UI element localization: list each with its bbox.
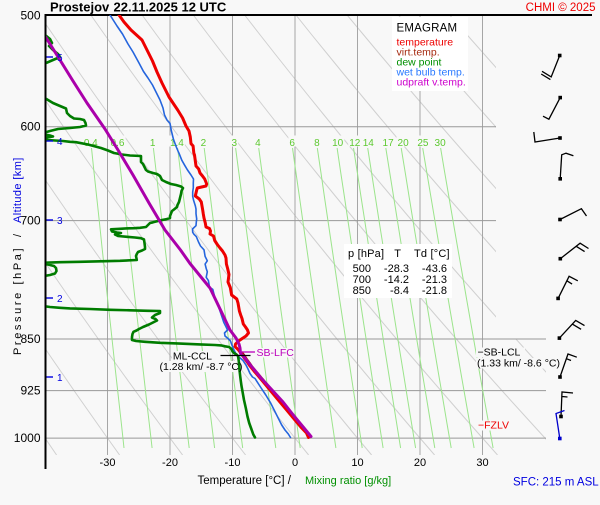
svg-text:udpraft v.temp.: udpraft v.temp. [397, 77, 466, 89]
svg-text:virt.temp.: virt.temp. [397, 47, 440, 59]
svg-text:1.4: 1.4 [170, 138, 184, 149]
svg-text:ML-CCL: ML-CCL [173, 351, 212, 363]
svg-text:700: 700 [353, 274, 371, 286]
svg-text:(1.33 km/ -8.6 °C): (1.33 km/ -8.6 °C) [477, 358, 560, 370]
svg-text:temperature: temperature [397, 37, 454, 49]
svg-text:-28.3: -28.3 [384, 263, 409, 275]
svg-text:12: 12 [349, 138, 361, 149]
svg-text:3: 3 [57, 216, 63, 227]
svg-text:4: 4 [255, 138, 261, 149]
svg-text:p [hPa]: p [hPa] [348, 248, 384, 260]
svg-text:Td [°C]: Td [°C] [414, 248, 450, 260]
svg-text:T: T [394, 248, 401, 260]
svg-text:Temperature [°C] /: Temperature [°C] / [198, 475, 292, 487]
svg-text:-43.6: -43.6 [422, 263, 447, 275]
svg-text:30: 30 [476, 457, 488, 469]
svg-text:700: 700 [20, 214, 40, 228]
svg-text:-8.4: -8.4 [390, 285, 409, 297]
svg-text:22.11.2025 12 UTC: 22.11.2025 12 UTC [114, 0, 227, 15]
svg-text:925: 925 [20, 384, 40, 398]
svg-text:−SB-LCL: −SB-LCL [478, 347, 521, 359]
svg-text:850: 850 [20, 332, 40, 346]
svg-text:Prostejov: Prostejov [50, 0, 110, 15]
svg-text:CHMI © 2025: CHMI © 2025 [526, 2, 596, 14]
svg-text:−FZLV: −FZLV [478, 420, 509, 432]
svg-text:0.6: 0.6 [111, 138, 125, 149]
svg-text:20: 20 [398, 138, 410, 149]
svg-text:2: 2 [201, 138, 207, 149]
svg-text:17: 17 [383, 138, 395, 149]
svg-text:20: 20 [414, 457, 426, 469]
svg-text:5: 5 [57, 53, 63, 64]
svg-text:0: 0 [292, 457, 298, 469]
svg-text:-30: -30 [100, 457, 116, 469]
svg-text:-20: -20 [162, 457, 178, 469]
svg-text:600: 600 [20, 120, 40, 134]
svg-text:500: 500 [20, 9, 40, 23]
svg-text:-21.3: -21.3 [422, 274, 447, 286]
svg-text:EMAGRAM: EMAGRAM [397, 23, 458, 35]
svg-text:0.4: 0.4 [84, 138, 98, 149]
svg-text:10: 10 [351, 457, 363, 469]
svg-text:-14.2: -14.2 [384, 274, 409, 286]
svg-text:SFC: 215 m ASL: SFC: 215 m ASL [513, 477, 599, 489]
svg-text:1000: 1000 [14, 431, 41, 445]
svg-text:1: 1 [57, 373, 63, 384]
svg-text:30: 30 [435, 138, 447, 149]
svg-text:500: 500 [353, 263, 371, 275]
svg-text:2: 2 [57, 294, 63, 305]
svg-text:Pressure [hPa]: Pressure [hPa] [12, 246, 24, 355]
svg-text:25: 25 [417, 138, 429, 149]
svg-text:14: 14 [363, 138, 375, 149]
svg-text:4: 4 [57, 137, 63, 148]
svg-text:Mixing ratio [g/kg]: Mixing ratio [g/kg] [305, 475, 391, 487]
svg-text:8: 8 [314, 138, 320, 149]
svg-text:wet bulb temp.: wet bulb temp. [396, 67, 465, 79]
svg-text:dew point: dew point [397, 57, 442, 69]
svg-text:1: 1 [150, 138, 156, 149]
svg-text:6: 6 [289, 138, 295, 149]
svg-text:3: 3 [232, 138, 238, 149]
svg-text:850: 850 [353, 285, 371, 297]
svg-text:-21.8: -21.8 [422, 285, 447, 297]
svg-text:SB-LFC: SB-LFC [257, 347, 295, 359]
svg-text:-10: -10 [225, 457, 241, 469]
svg-text:(1.28 km/ -8.7 °C): (1.28 km/ -8.7 °C) [160, 361, 243, 373]
svg-text:Altitude [km]: Altitude [km] [12, 157, 24, 223]
svg-text:10: 10 [332, 138, 344, 149]
svg-text:/: / [12, 233, 24, 237]
